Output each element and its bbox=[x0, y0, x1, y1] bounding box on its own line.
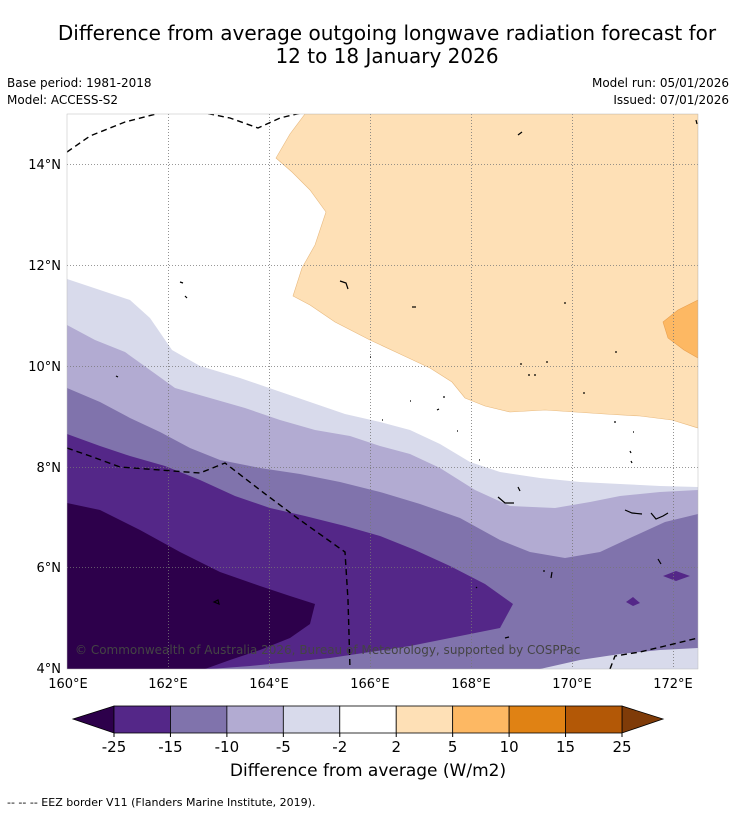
lat-label-6: 6°N bbox=[37, 561, 62, 576]
model-name: Model: ACCESS-S2 bbox=[7, 93, 119, 107]
colorbar-tick-label: -10 bbox=[215, 738, 240, 756]
longitude-labels: 160°E 162°E 164°E 166°E 168°E 170°E 172°… bbox=[48, 677, 693, 692]
colorbar: -25 -15 -10 -5 -2 2 5 10 15 25 bbox=[71, 705, 665, 756]
latitude-labels: 14°N 12°N 10°N 8°N 6°N 4°N bbox=[28, 158, 61, 677]
colorbar-tick-label: 25 bbox=[612, 738, 631, 756]
lon-label-160: 160°E bbox=[48, 677, 88, 692]
lat-label-12: 12°N bbox=[28, 259, 61, 274]
contour-fill-2-to-5 bbox=[275, 114, 698, 429]
colorbar-tick-label: -5 bbox=[276, 738, 291, 756]
colorbar-extend-min bbox=[71, 705, 115, 734]
colorbar-bin bbox=[339, 705, 397, 734]
contour-fill-bottom-strip bbox=[540, 648, 698, 669]
colorbar-bin bbox=[113, 705, 171, 734]
eez-borders bbox=[67, 114, 698, 669]
base-period: Base period: 1981-2018 bbox=[7, 76, 152, 90]
meta-right: Model run: 05/01/2026 Issued: 07/01/2026 bbox=[592, 75, 729, 109]
lon-label-164: 164°E bbox=[249, 677, 289, 692]
colorbar-bin bbox=[395, 705, 454, 734]
lat-label-10: 10°N bbox=[28, 360, 61, 375]
eez-footnote: -- -- -- EEZ border V11 (Flanders Marine… bbox=[7, 796, 316, 809]
copyright-text: © Commonwealth of Australia 2026, Bureau… bbox=[75, 643, 580, 657]
lat-label-14: 14°N bbox=[28, 158, 61, 173]
colorbar-title: Difference from average (W/m2) bbox=[229, 761, 507, 781]
meta-left: Base period: 1981-2018 Model: ACCESS-S2 bbox=[7, 75, 152, 109]
colorbar-bins bbox=[113, 705, 623, 734]
contour-fill-below-minus25 bbox=[67, 503, 315, 669]
colorbar-bin bbox=[282, 705, 341, 734]
colorbar-tick-label: -2 bbox=[332, 738, 347, 756]
lon-label-162: 162°E bbox=[148, 677, 188, 692]
colorbar-bin bbox=[226, 705, 284, 734]
colorbar-ticks: -25 -15 -10 -5 -2 2 5 10 15 25 bbox=[102, 733, 632, 756]
contour-fill-5-to-10 bbox=[662, 299, 698, 359]
colorbar-tick-label: -15 bbox=[158, 738, 183, 756]
contour-spot-2 bbox=[626, 597, 640, 606]
title-line-2: 12 to 18 January 2026 bbox=[275, 44, 499, 68]
colorbar-bin bbox=[565, 705, 623, 734]
colorbar-extend-max bbox=[621, 705, 665, 734]
colorbar-tick-label: 2 bbox=[391, 738, 401, 756]
model-run: Model run: 05/01/2026 bbox=[591, 76, 729, 90]
contour-spot-1 bbox=[663, 571, 690, 581]
colorbar-tick-label: -25 bbox=[102, 738, 127, 756]
map-frame bbox=[66, 113, 699, 670]
lon-label-170: 170°E bbox=[552, 677, 592, 692]
lon-label-168: 168°E bbox=[451, 677, 491, 692]
lat-label-4: 4°N bbox=[37, 662, 62, 677]
eez-border-north bbox=[67, 114, 300, 153]
lon-label-166: 166°E bbox=[350, 677, 390, 692]
title-line-1: Difference from average outgoing longwav… bbox=[57, 21, 717, 45]
colorbar-bin bbox=[170, 705, 228, 734]
lon-label-172: 172°E bbox=[653, 677, 693, 692]
colorbar-bin bbox=[508, 705, 566, 734]
colorbar-tick-label: 15 bbox=[556, 738, 575, 756]
colorbar-tick-label: 5 bbox=[448, 738, 458, 756]
colorbar-tick-label: 10 bbox=[500, 738, 519, 756]
colorbar-bin bbox=[452, 705, 510, 734]
lat-label-8: 8°N bbox=[37, 461, 62, 476]
map-title: Difference from average outgoing longwav… bbox=[0, 22, 736, 68]
map-plot-area: © Commonwealth of Australia 2026, Bureau… bbox=[67, 114, 698, 669]
islands bbox=[115, 119, 698, 639]
grid-lines bbox=[67, 114, 698, 669]
issued-date: Issued: 07/01/2026 bbox=[613, 93, 729, 107]
eez-border-south bbox=[67, 447, 351, 669]
